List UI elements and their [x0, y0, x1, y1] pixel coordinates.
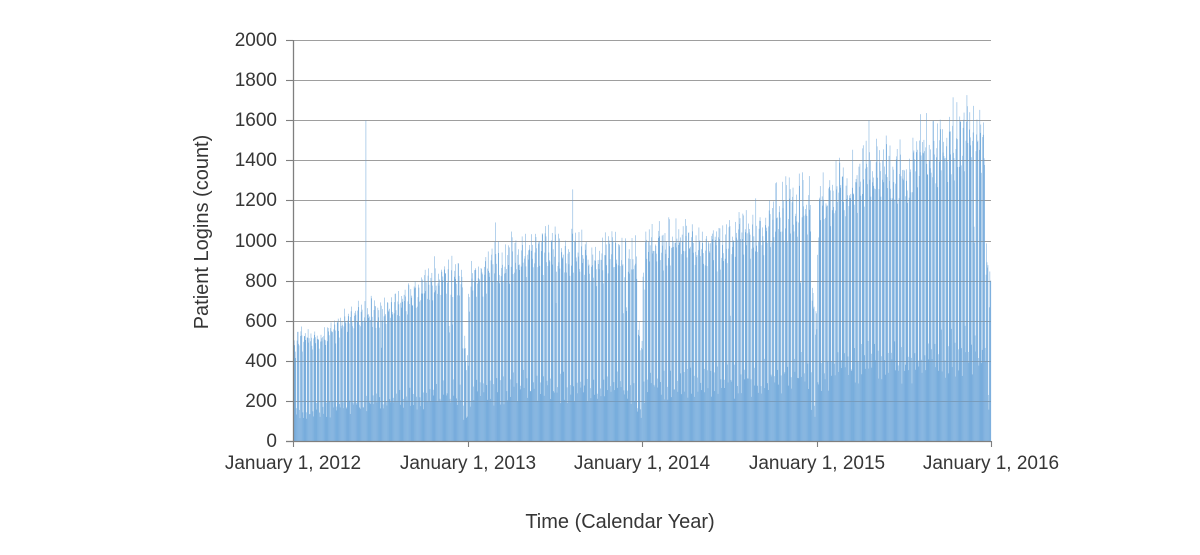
- x-tick-label: January 1, 2015: [748, 453, 886, 474]
- x-tick-label: January 1, 2013: [399, 453, 537, 474]
- x-tick-label: January 1, 2012: [224, 453, 362, 474]
- y-tick-label: 800: [245, 271, 277, 292]
- y-tick-label: 2000: [234, 30, 277, 51]
- x-tick-label: January 1, 2016: [922, 453, 1060, 474]
- y-tick-label: 400: [245, 351, 277, 372]
- y-tick-label: 1400: [234, 150, 277, 171]
- y-tick-label: 600: [245, 311, 277, 332]
- y-tick-label: 0: [266, 431, 277, 452]
- y-tick-label: 1200: [234, 190, 277, 211]
- y-tick-label: 1800: [234, 70, 277, 91]
- y-tick-label: 200: [245, 391, 277, 412]
- x-axis-title: Time (Calendar Year): [525, 511, 715, 533]
- y-tick-label: 1600: [234, 110, 277, 131]
- x-tick-label: January 1, 2014: [573, 453, 711, 474]
- y-tick-label: 1000: [234, 231, 277, 252]
